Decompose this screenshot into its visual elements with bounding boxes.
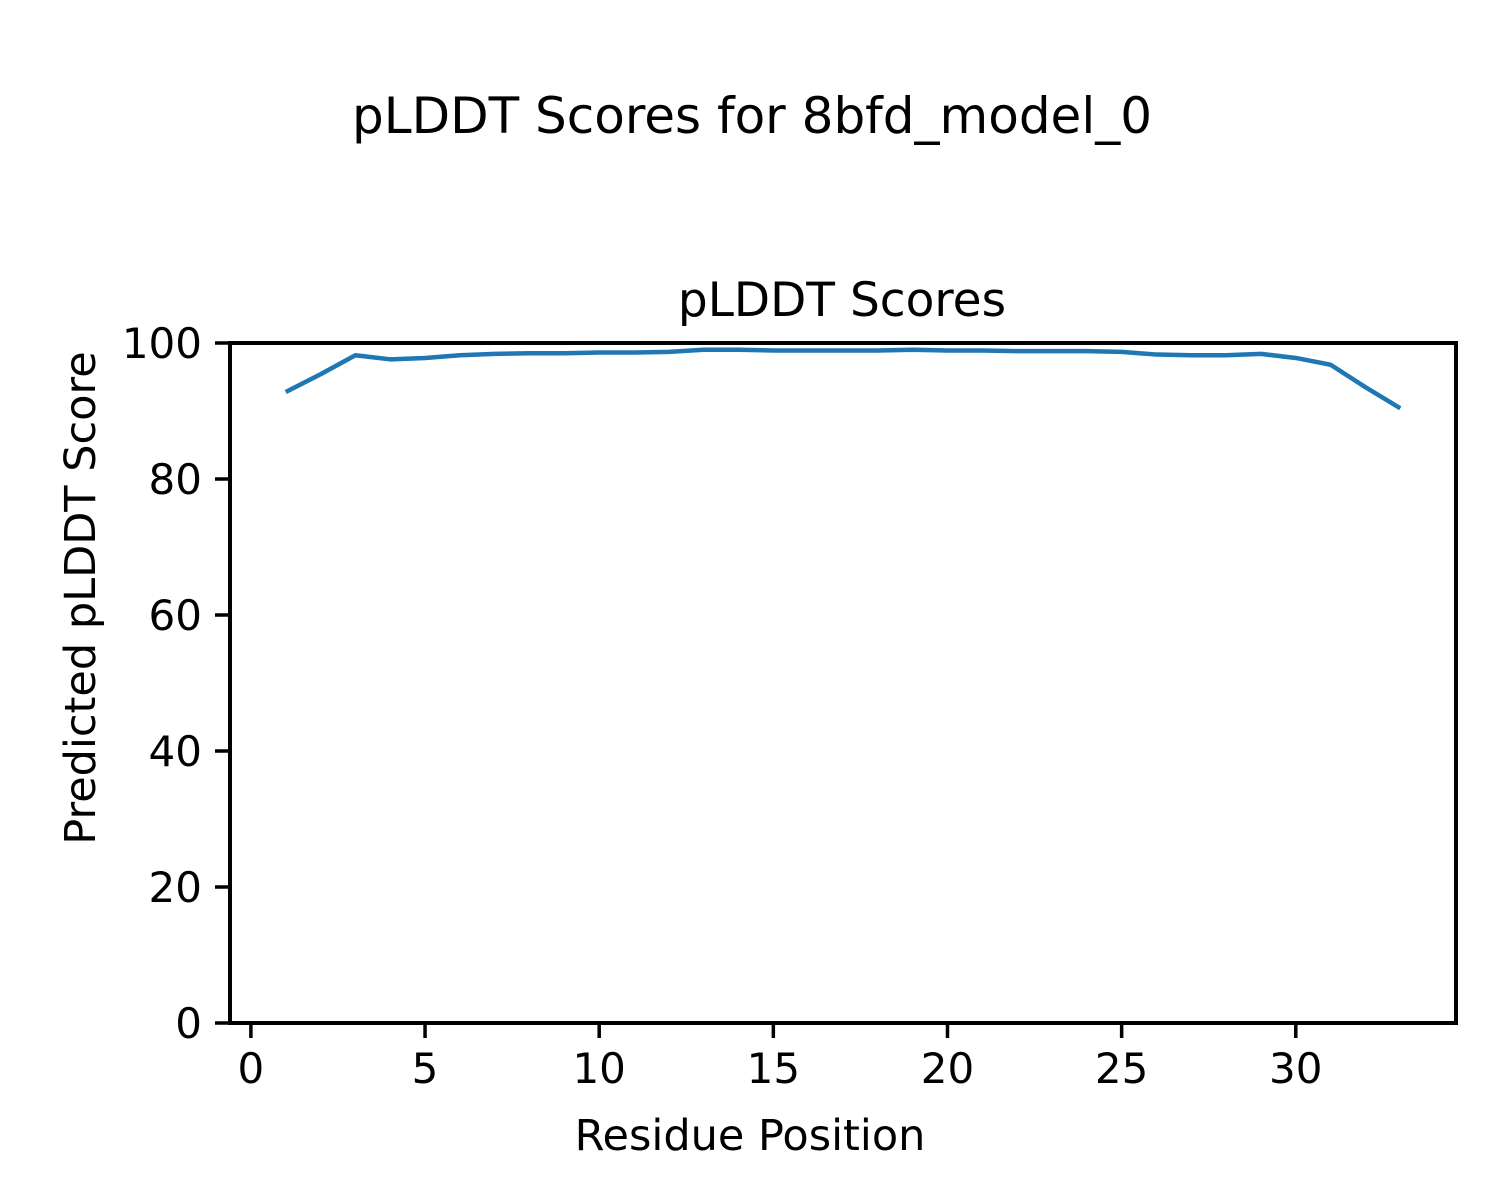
- x-tick-label: 5: [412, 1044, 439, 1093]
- x-axis-label: Residue Position: [575, 1111, 926, 1161]
- axes-spines: [228, 341, 1458, 1025]
- y-tick-label: 80: [149, 455, 202, 504]
- x-axis-ticks: 0 5 10 15 20 25 30: [238, 1023, 1323, 1093]
- x-tick-label: 20: [921, 1044, 974, 1093]
- x-tick-label: 25: [1095, 1044, 1148, 1093]
- x-tick-label: 10: [572, 1044, 625, 1093]
- y-axis-ticks: 0 20 40 60 80 100: [122, 319, 230, 1048]
- data-series: [284, 347, 1402, 411]
- y-tick-label: 40: [149, 727, 202, 776]
- x-tick-label: 15: [747, 1044, 800, 1093]
- y-tick-label: 0: [175, 999, 202, 1048]
- plddt-score-line: [284, 347, 1402, 411]
- axes-title: pLDDT Scores: [678, 273, 1006, 328]
- x-tick-label: 30: [1269, 1044, 1322, 1093]
- x-tick-label: 0: [238, 1044, 265, 1093]
- y-tick-label: 100: [122, 319, 202, 368]
- y-axis-label: Predicted pLDDT Score: [56, 351, 106, 844]
- figure-suptitle: pLDDT Scores for 8bfd_model_0: [352, 87, 1152, 145]
- y-tick-label: 60: [149, 591, 202, 640]
- y-tick-label: 20: [149, 863, 202, 912]
